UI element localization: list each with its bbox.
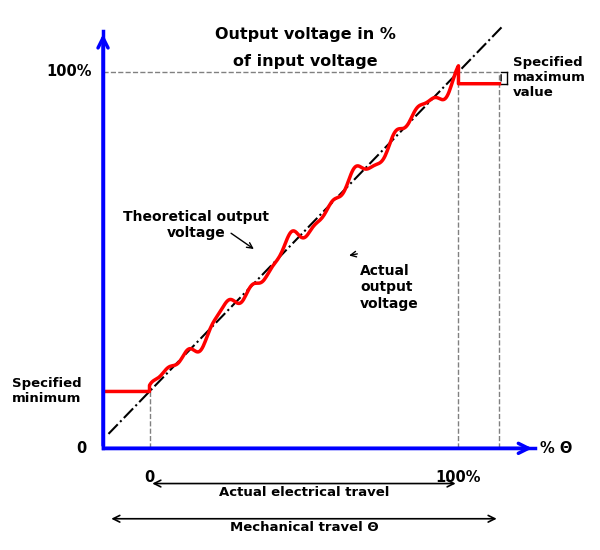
Text: 100%: 100% [436,470,481,485]
Text: of input voltage: of input voltage [233,54,377,69]
Text: 0: 0 [145,470,155,485]
Text: Output voltage in %: Output voltage in % [215,27,396,42]
Text: 100%: 100% [47,64,92,79]
Text: Mechanical travel Θ: Mechanical travel Θ [230,521,378,535]
Text: % Θ: % Θ [541,441,573,456]
Text: Theoretical output
voltage: Theoretical output voltage [123,210,269,240]
Text: Actual
output
voltage: Actual output voltage [360,264,419,311]
Text: 0: 0 [76,441,86,456]
Text: Specified
maximum
value: Specified maximum value [513,56,586,100]
Text: Actual electrical travel: Actual electrical travel [219,486,389,499]
Text: Specified
minimum: Specified minimum [11,377,81,405]
